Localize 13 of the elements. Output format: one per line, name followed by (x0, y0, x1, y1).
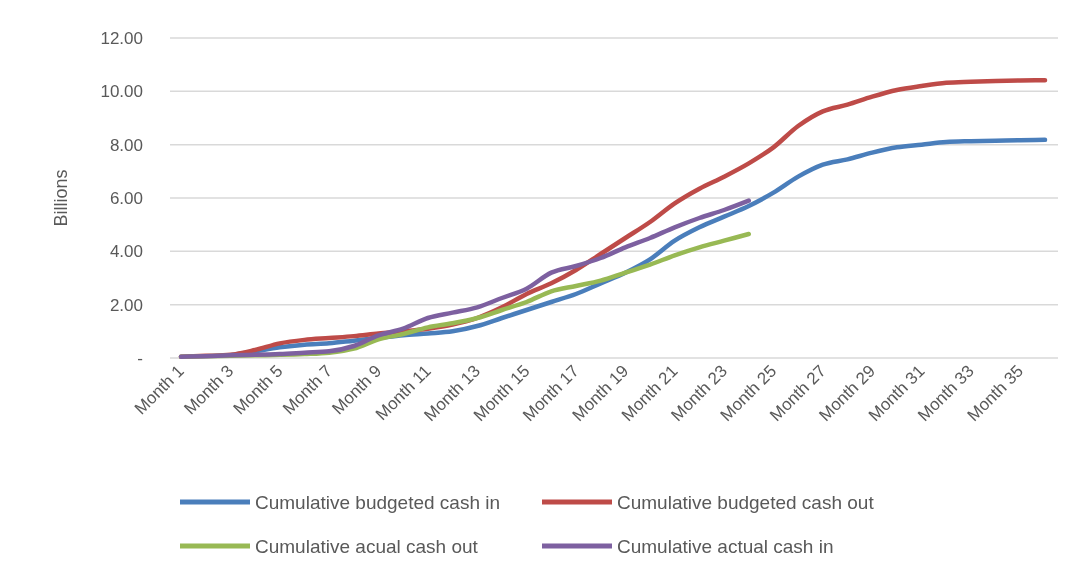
legend-label: Cumulative budgeted cash out (617, 491, 875, 513)
y-tick-label: 6.00 (109, 188, 143, 208)
y-tick-label: - (137, 348, 143, 368)
y-tick-label: 10.00 (100, 82, 143, 102)
legend-label: Cumulative budgeted cash in (255, 491, 501, 513)
y-tick-label: 8.00 (109, 135, 143, 155)
y-tick-label: 2.00 (109, 295, 143, 315)
legend-label: Cumulative acual cash out (255, 535, 479, 557)
legend-label: Cumulative actual cash in (617, 535, 834, 557)
y-axis-title: Billions (51, 169, 71, 227)
y-tick-label: 12.00 (100, 28, 143, 48)
y-tick-label: 4.00 (109, 242, 143, 262)
line-series (178, 198, 752, 359)
